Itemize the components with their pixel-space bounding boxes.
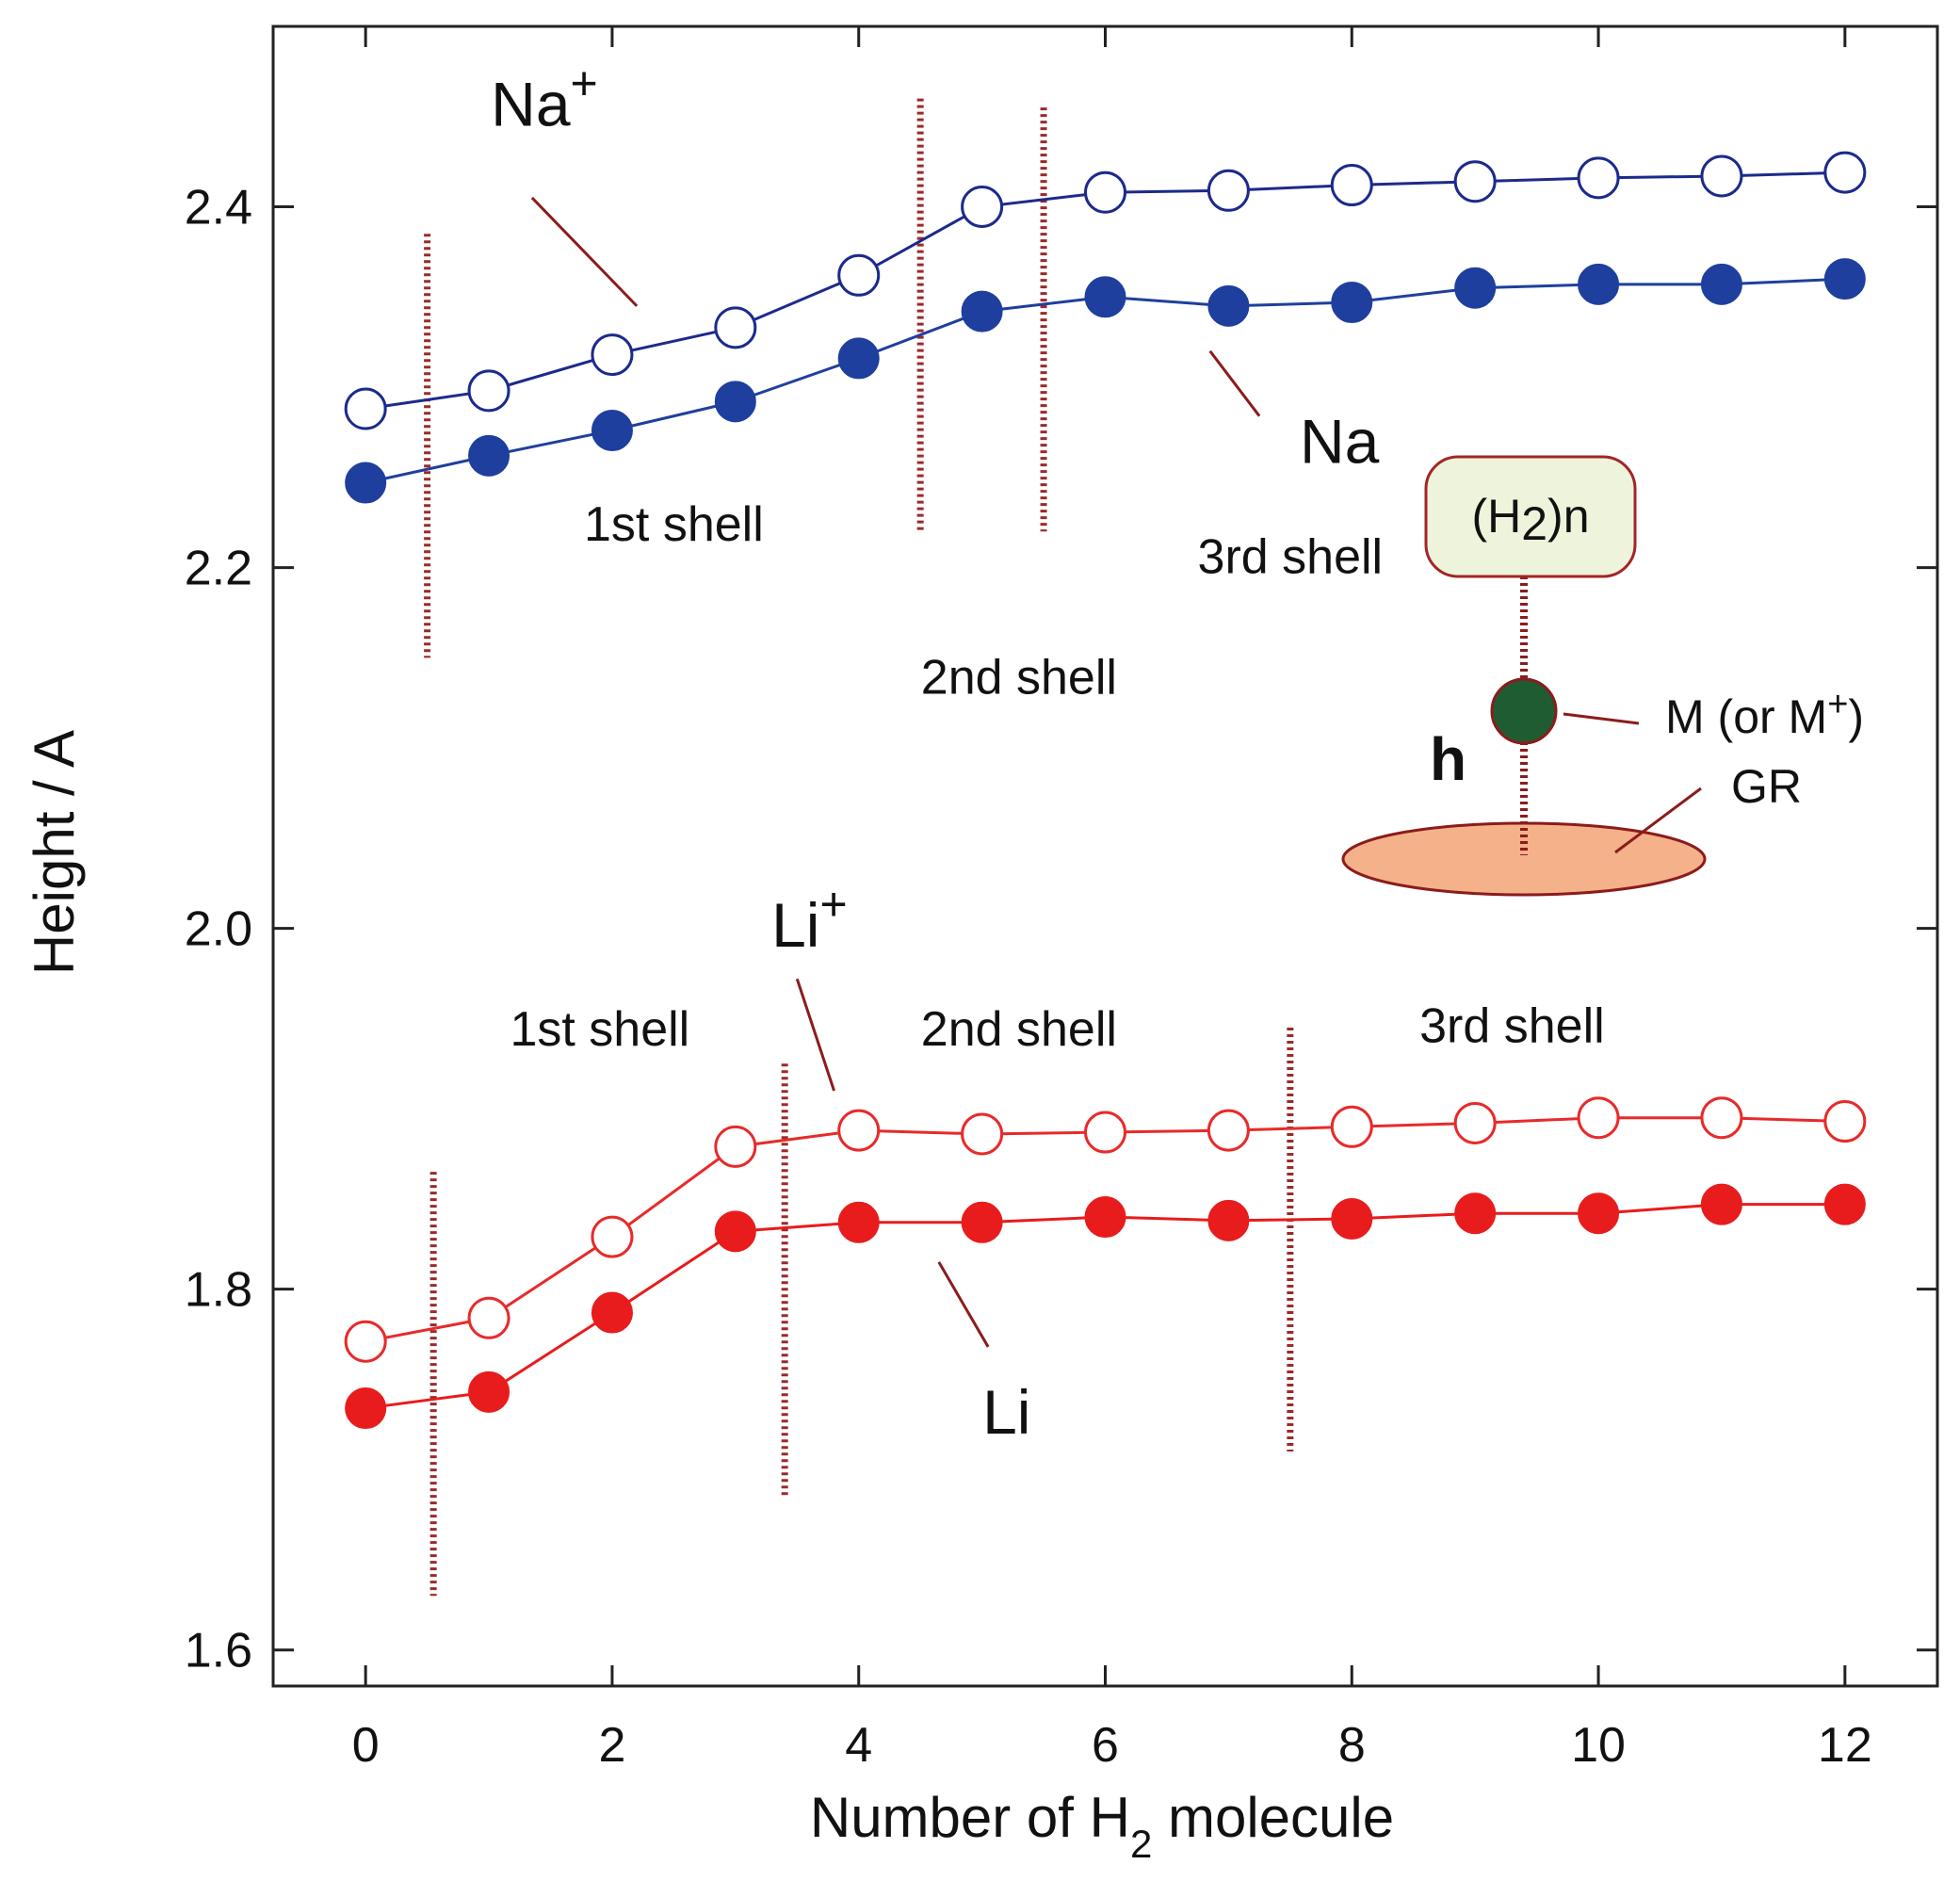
data-point-li — [468, 1370, 510, 1413]
y-tick-label: 1.6 — [185, 1624, 252, 1678]
data-point-li — [961, 1201, 1003, 1243]
data-point-li-plus — [1330, 1105, 1373, 1148]
series-label-li-plus: Li+ — [771, 878, 848, 960]
y-tick-label: 2.4 — [185, 181, 252, 235]
x-tick-label: 4 — [845, 1718, 872, 1773]
annotation-leader-line — [795, 978, 835, 1092]
data-point-na-plus — [467, 369, 510, 413]
data-point-na — [1823, 258, 1866, 300]
data-point-na — [837, 337, 880, 380]
annotation-leader-line — [530, 196, 639, 307]
annotation-leader-line — [937, 1261, 990, 1348]
data-point-na — [468, 434, 510, 477]
data-point-li-plus — [837, 1109, 881, 1152]
annotation-leader-line — [1208, 349, 1261, 417]
shell-label: 3rd shell — [1198, 529, 1384, 584]
data-point-na — [1454, 267, 1497, 309]
data-point-na-plus — [714, 306, 757, 349]
data-point-li-plus — [961, 1112, 1004, 1156]
inset-schematic: (H2)n M (or M+) h GR — [1341, 455, 1864, 897]
data-point-na-plus — [1084, 170, 1126, 214]
data-point-li — [1700, 1183, 1742, 1225]
y-axis-label: Height / A — [23, 730, 86, 975]
x-tick-label: 8 — [1338, 1718, 1366, 1773]
data-point-na — [1207, 284, 1250, 327]
data-point-li — [714, 1210, 756, 1253]
inset-metal-leader — [1563, 712, 1640, 725]
inset-substrate-leader — [1614, 786, 1702, 854]
data-point-na-plus — [591, 333, 634, 377]
data-point-li-plus — [714, 1125, 757, 1168]
y-tick-label: 1.8 — [185, 1263, 252, 1318]
inset-h2-cluster-box — [1424, 455, 1637, 578]
shell-label: 3rd shell — [1419, 998, 1605, 1053]
data-point-na-plus — [1700, 154, 1743, 198]
y-tick-label: 2.0 — [185, 902, 252, 957]
data-point-li-plus — [1823, 1100, 1867, 1143]
data-point-na-plus — [961, 186, 1004, 229]
x-tick-label: 12 — [1818, 1718, 1872, 1773]
data-point-li — [1823, 1183, 1866, 1225]
data-point-na — [1084, 276, 1126, 318]
data-point-na-plus — [1207, 169, 1250, 212]
inset-graphene-disk — [1341, 821, 1707, 897]
data-point-na — [1700, 263, 1742, 305]
data-point-li-plus — [1084, 1111, 1126, 1154]
x-tick-label: 6 — [1092, 1718, 1119, 1773]
data-point-li — [1084, 1196, 1126, 1239]
shell-label: 1st shell — [584, 497, 764, 552]
data-point-li-plus — [1577, 1096, 1620, 1140]
data-point-na-plus — [1823, 151, 1867, 194]
data-point-na — [1578, 263, 1620, 305]
data-point-li-plus — [1207, 1109, 1250, 1152]
data-point-li-plus — [1700, 1096, 1743, 1140]
data-point-na-plus — [1330, 164, 1373, 207]
series-label-na: Na — [1300, 406, 1380, 476]
data-point-na — [1331, 282, 1373, 324]
data-point-li — [1331, 1197, 1373, 1240]
data-series — [344, 151, 1867, 1430]
data-point-na-plus — [1453, 160, 1497, 203]
data-point-na-plus — [344, 387, 387, 430]
data-point-li — [1207, 1199, 1250, 1241]
x-tick-label: 0 — [352, 1718, 380, 1773]
shell-label: 2nd shell — [921, 1002, 1117, 1057]
shell-boundaries — [424, 98, 1294, 1597]
annotations: 1st shell 2nd shell 3rd shell 1st shell 2nd … — [491, 57, 1605, 1447]
data-point-na-plus — [837, 253, 881, 297]
data-point-li-plus — [591, 1215, 634, 1258]
x-axis-label: Number of H2 molecule — [810, 1786, 1394, 1866]
shell-label: 2nd shell — [921, 651, 1117, 705]
data-point-na — [961, 290, 1003, 332]
inset-height-symbol: h — [1430, 725, 1466, 793]
data-point-na — [591, 410, 633, 452]
series-label-na-plus: Na+ — [491, 57, 598, 138]
data-point-li-plus — [344, 1320, 387, 1363]
data-point-li-plus — [1453, 1101, 1497, 1144]
data-point-na-plus — [1577, 156, 1620, 200]
data-point-li — [1454, 1192, 1497, 1235]
inset-substrate-label: GR — [1731, 760, 1802, 813]
y-tick-label: 2.2 — [185, 542, 252, 596]
series-label-li: Li — [982, 1377, 1030, 1447]
axes: 0 2 4 6 8 10 12 1.6 1.8 2.0 2.2 2.4 — [185, 26, 1937, 1773]
x-tick-label: 10 — [1571, 1718, 1626, 1773]
inset-metal-atom — [1490, 677, 1558, 745]
inset-h2-cluster-label: (H2)n — [1471, 490, 1589, 550]
data-point-li — [591, 1291, 633, 1334]
data-point-li — [837, 1201, 880, 1243]
inset-metal-label: M (or M+) — [1665, 685, 1864, 743]
data-point-na — [345, 462, 387, 504]
shell-label: 1st shell — [510, 1002, 689, 1057]
data-point-na — [714, 381, 756, 423]
data-point-li — [345, 1387, 387, 1430]
data-point-li-plus — [467, 1296, 510, 1339]
data-point-li — [1578, 1192, 1620, 1235]
x-tick-label: 2 — [598, 1718, 625, 1773]
